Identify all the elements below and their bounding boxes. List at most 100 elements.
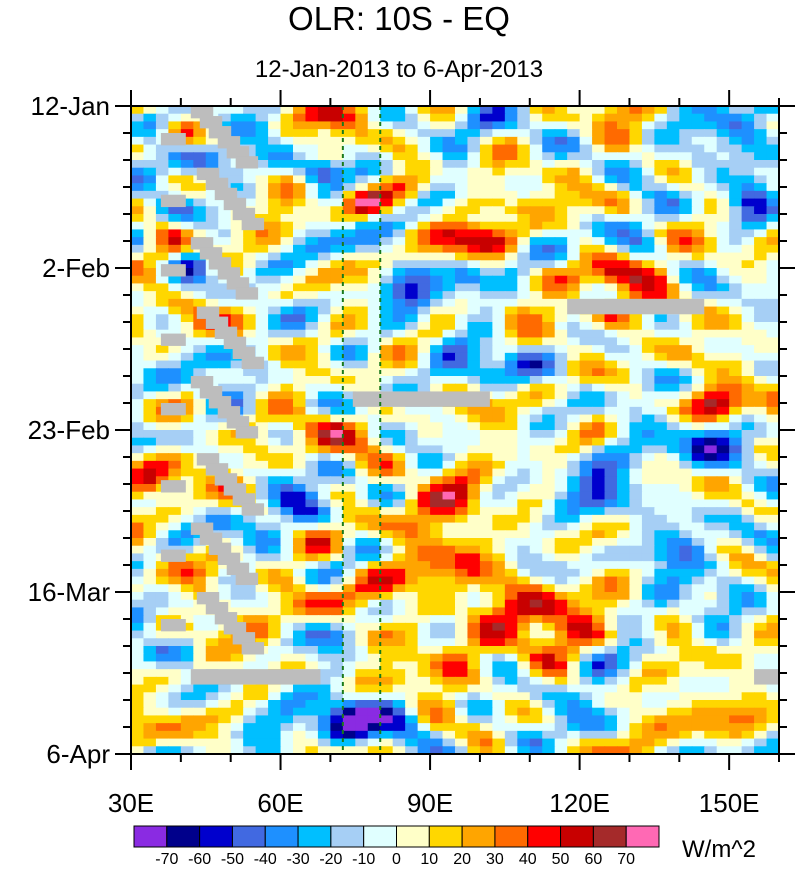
- field-cell: [405, 144, 419, 153]
- field-cell: [641, 360, 655, 369]
- field-cell: [442, 160, 456, 169]
- field-cell: [654, 514, 668, 524]
- missing-data-patch: [235, 156, 259, 169]
- field-cell: [380, 646, 394, 655]
- missing-data-patch: [754, 669, 779, 685]
- field-cell: [430, 214, 444, 223]
- field-cell: [604, 437, 618, 447]
- field-cell: [604, 638, 618, 647]
- field-cell: [455, 268, 469, 277]
- field-cell: [280, 368, 294, 377]
- field-cell: [255, 399, 269, 408]
- field-cell: [417, 700, 431, 709]
- field-cell: [641, 592, 655, 601]
- field-cell: [766, 306, 780, 315]
- field-cell: [766, 576, 780, 585]
- field-cell: [230, 730, 244, 740]
- field-cell: [330, 283, 344, 292]
- field-cell: [180, 730, 194, 740]
- field-cell: [367, 291, 381, 300]
- field-cell: [380, 468, 394, 477]
- field-cell: [430, 615, 444, 624]
- field-cell: [455, 468, 469, 477]
- chart-subtitle: 12-Jan-2013 to 6-Apr-2013: [254, 56, 544, 83]
- field-cell: [467, 584, 481, 593]
- field-cell: [567, 106, 581, 115]
- field-cell: [579, 175, 593, 184]
- field-cell: [280, 221, 294, 231]
- field-cell: [143, 221, 157, 231]
- field-cell: [367, 113, 381, 123]
- field-cell: [641, 700, 655, 709]
- field-cell: [529, 430, 543, 439]
- field-cell: [704, 113, 718, 123]
- field-cell: [629, 206, 643, 215]
- field-cell: [143, 345, 157, 354]
- field-cell: [143, 514, 157, 524]
- field-cell: [679, 106, 693, 115]
- field-cell: [517, 700, 531, 709]
- field-cell: [604, 630, 618, 639]
- field-cell: [355, 700, 369, 709]
- field-cell: [255, 175, 269, 184]
- field-cell: [168, 283, 182, 292]
- field-cell: [355, 723, 369, 732]
- field-cell: [517, 545, 531, 555]
- field-cell: [504, 522, 518, 531]
- field-cell: [467, 167, 481, 177]
- field-cell: [455, 522, 469, 531]
- field-cell: [641, 684, 655, 693]
- field-cell: [542, 345, 556, 354]
- field-cell: [305, 723, 319, 732]
- field-cell: [592, 167, 606, 177]
- field-cell: [679, 337, 693, 346]
- field-cell: [704, 306, 718, 315]
- field-cell: [654, 190, 668, 200]
- field-cell: [317, 437, 331, 447]
- field-cell: [604, 684, 618, 693]
- field-cell: [442, 144, 456, 153]
- field-cell: [230, 738, 244, 747]
- field-cell: [218, 715, 232, 724]
- field-cell: [305, 252, 319, 261]
- field-cell: [305, 646, 319, 655]
- field-cell: [268, 468, 282, 477]
- field-cell: [666, 700, 680, 709]
- field-cell: [567, 268, 581, 277]
- field-cell: [754, 553, 768, 562]
- field-cell: [193, 160, 207, 169]
- field-cell: [704, 453, 718, 462]
- field-cell: [741, 283, 755, 292]
- field-cell: [430, 252, 444, 261]
- field-cell: [604, 352, 618, 362]
- field-cell: [766, 468, 780, 477]
- field-cell: [330, 106, 344, 115]
- field-cell: [504, 445, 518, 454]
- field-cell: [554, 175, 568, 184]
- field-cell: [479, 607, 493, 616]
- field-cell: [592, 175, 606, 184]
- field-cell: [293, 314, 307, 323]
- field-cell: [529, 399, 543, 408]
- field-cell: [467, 206, 481, 215]
- field-cell: [641, 484, 655, 493]
- field-cell: [430, 545, 444, 555]
- field-cell: [604, 314, 618, 323]
- field-cell: [542, 190, 556, 200]
- field-cell: [729, 530, 743, 539]
- field-cell: [467, 530, 481, 539]
- field-cell: [766, 445, 780, 454]
- field-cell: [317, 221, 331, 231]
- field-cell: [517, 592, 531, 601]
- field-cell: [542, 545, 556, 555]
- field-cell: [380, 229, 394, 238]
- field-cell: [704, 476, 718, 485]
- field-cell: [455, 692, 469, 701]
- field-cell: [317, 468, 331, 477]
- field-cell: [367, 653, 381, 663]
- field-cell: [492, 322, 506, 331]
- field-cell: [367, 491, 381, 501]
- field-cell: [579, 615, 593, 624]
- field-cell: [255, 152, 269, 161]
- field-cell: [741, 460, 755, 470]
